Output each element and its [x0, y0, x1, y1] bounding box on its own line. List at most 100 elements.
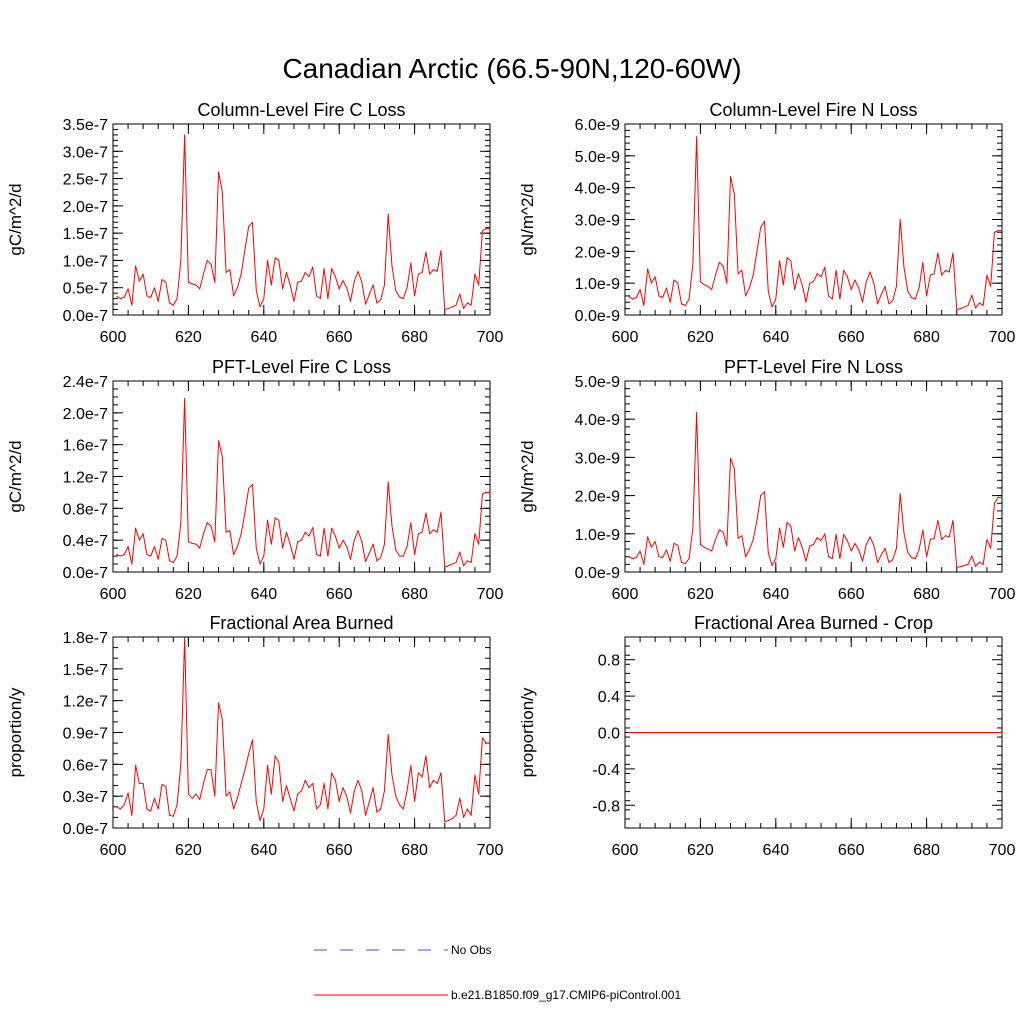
chart-1-xtick-label: 680: [401, 329, 428, 346]
chart-1-data-point: [274, 257, 276, 259]
panels: Column-Level Fire C Loss gC/m^2/d 0.0e-7 0.…: [6, 100, 1015, 859]
chart-4-data-point: [865, 544, 867, 545]
chart-5-data-point: [135, 764, 137, 766]
chart-4-data-point: [892, 559, 894, 561]
chart-1-data-point: [180, 259, 182, 261]
chart-6-xtick-label: 600: [612, 842, 639, 859]
chart-5-data-point: [440, 772, 442, 774]
chart-1-ytick-label: 2.5e-7: [63, 172, 108, 189]
chart-1-data-point: [402, 298, 404, 300]
chart-5-data-point: [372, 787, 374, 789]
chart-4-data-point: [763, 491, 765, 493]
chart-1-data-point: [251, 221, 253, 223]
chart-1-ylabel: gC/m^2/d: [6, 183, 25, 255]
chart-2-data-point: [794, 289, 796, 291]
chart-5-data-point: [410, 764, 412, 766]
chart-5-ylabel: proportion/y: [6, 687, 25, 777]
chart-2-data-point: [888, 303, 890, 305]
chart-2-data-point: [767, 290, 769, 292]
chart-3-data-point: [240, 533, 242, 535]
chart-3-data-point: [248, 487, 250, 489]
chart-2-xtick-label: 640: [762, 329, 789, 346]
chart-2-data-point: [922, 261, 924, 263]
chart-2-ytick-label: 3.0e-9: [575, 213, 620, 230]
chart-3-data-point: [278, 519, 280, 521]
chart-3-xtick-label: 600: [100, 586, 127, 603]
chart-1-data-point: [444, 309, 446, 311]
chart-2-data-point: [763, 220, 765, 222]
chart-1-data-point: [289, 284, 291, 286]
chart-2: Column-Level Fire N Loss gN/m^2/d 0.0e-9 1.…: [518, 100, 1015, 346]
chart-4-ytick-label: 5.0e-9: [575, 374, 620, 391]
chart-1-data-point: [127, 288, 129, 290]
chart-3-data-point: [451, 563, 453, 565]
chart-4-data-point: [692, 527, 694, 529]
chart-4-data-point: [673, 542, 675, 544]
chart-2-ytick-label: 0.0e-9: [575, 308, 620, 325]
chart-1-data-point: [267, 259, 269, 261]
chart-5-data-point: [323, 782, 325, 784]
chart-4-data-point: [990, 547, 992, 549]
chart-1-ytick-label: 3.5e-7: [63, 117, 108, 134]
chart-5-data-point: [127, 792, 129, 794]
chart-1-data-point: [259, 306, 261, 308]
chart-2-title: Column-Level Fire N Loss: [709, 100, 917, 120]
chart-3-data-point: [323, 527, 325, 529]
chart-2-data-point: [880, 293, 882, 295]
chart-2-data-point: [733, 193, 735, 195]
chart-1-data-point: [353, 280, 355, 282]
chart-6: Fractional Area Burned - Crop proportion/…: [518, 613, 1015, 859]
chart-5-data-point: [312, 782, 314, 784]
chart-3-ytick-label: 0.4e-7: [63, 533, 108, 550]
chart-4-data-point: [760, 495, 762, 497]
chart-1-data-point: [474, 273, 476, 275]
chart-5-data-point: [353, 790, 355, 792]
chart-5-data-point: [116, 806, 118, 808]
chart-1-data-point: [319, 298, 321, 300]
chart-4-data-point: [681, 561, 683, 563]
chart-3-data-point: [251, 483, 253, 485]
chart-4-data-point: [839, 558, 841, 560]
chart-2-data-point: [929, 274, 931, 276]
chart-4-data-point: [786, 521, 788, 523]
chart-3-data-point: [214, 541, 216, 543]
chart-2-data-point: [654, 276, 656, 278]
chart-5-data-point: [481, 737, 483, 739]
chart-3-data-point: [402, 555, 404, 557]
chart-5-ytick-label: 0.9e-7: [63, 726, 108, 743]
chart-5-data-point: [429, 787, 431, 789]
chart-3-data-point: [199, 547, 201, 549]
chart-2-data-point: [846, 276, 848, 278]
chart-4-data-point: [797, 537, 799, 539]
chart-1-data-point: [417, 273, 419, 275]
chart-5-data-point: [368, 800, 370, 802]
chart-1-data-point: [131, 304, 133, 306]
chart-5-data-point: [270, 793, 272, 795]
chart-4-data-point: [816, 537, 818, 539]
chart-4-data-point: [737, 537, 739, 539]
chart-3-data-point: [448, 565, 450, 567]
chart-2-data-point: [730, 176, 732, 178]
chart-1-data-point: [218, 171, 220, 173]
chart-3-data-point: [417, 533, 419, 535]
chart-3-data-point: [274, 517, 276, 519]
chart-3-data-point: [489, 491, 491, 493]
chart-1-data-point: [301, 280, 302, 282]
chart-2-data-point: [741, 269, 743, 271]
chart-4: PFT-Level Fire N Loss gN/m^2/d 0.0e-9 1.0e-…: [518, 357, 1015, 603]
chart-4-xtick-label: 640: [762, 586, 789, 603]
chart-1-data-point: [357, 270, 359, 272]
chart-2-data-point: [937, 252, 939, 254]
chart-2-xtick-label: 680: [913, 329, 940, 346]
chart-2-data-point: [828, 295, 830, 297]
chart-5-data-point: [195, 793, 197, 795]
chart-5-data-point: [206, 769, 208, 771]
chart-2-data-point: [643, 304, 645, 306]
chart-4-data-point: [677, 544, 679, 546]
chart-1-data-point: [383, 284, 385, 286]
chart-5-data-point: [142, 782, 144, 784]
chart-2-data-point: [952, 252, 954, 254]
chart-5-data-point: [459, 797, 461, 799]
chart-5-title: Fractional Area Burned: [209, 613, 393, 633]
